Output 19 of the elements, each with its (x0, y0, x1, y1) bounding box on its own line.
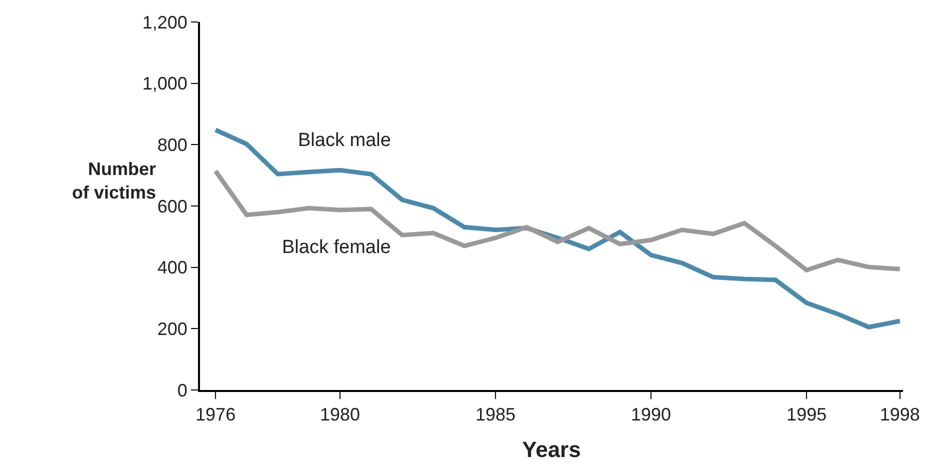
line-series (213, 128, 902, 330)
y-axis-title: Number of victims (72, 159, 156, 202)
line-series (213, 168, 902, 272)
x-axis-title: Years (522, 437, 581, 462)
y-tick-label: 1,000 (142, 74, 188, 94)
x-tick-label: 1976 (196, 404, 236, 425)
series-label: Black female (282, 237, 391, 258)
x-tick-label: 1985 (475, 404, 516, 425)
x-tick-label: 1995 (786, 404, 827, 425)
y-tick-label: 600 (157, 196, 188, 216)
y-tick-label: 1,200 (142, 12, 188, 32)
y-tick-label: 200 (157, 318, 188, 339)
x-tick-label: 1980 (320, 404, 360, 425)
y-tick-label: 0 (177, 380, 188, 400)
y-tick-label: 800 (157, 134, 188, 155)
y-tick-label: 400 (157, 258, 188, 278)
series-label: Black male (298, 130, 391, 151)
x-tick-label: 1998 (880, 404, 920, 425)
x-tick-label: 1990 (631, 404, 672, 425)
